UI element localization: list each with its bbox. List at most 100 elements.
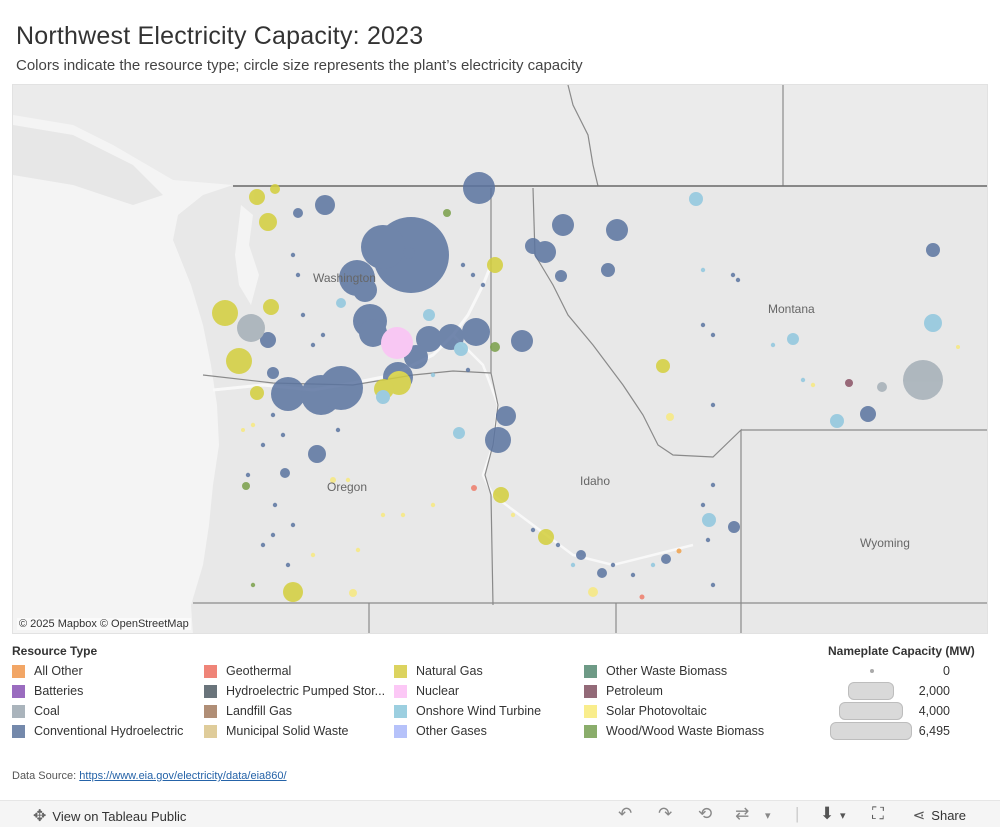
legend-item[interactable]: Municipal Solid Waste [204,723,349,739]
legend-item[interactable]: Conventional Hydroelectric [12,723,183,739]
plant-wind[interactable] [830,414,844,428]
plant-small[interactable] [295,272,301,278]
plant-gas[interactable] [283,582,303,602]
plant-hydro[interactable] [359,319,387,347]
plant-nuclear[interactable] [381,327,413,359]
plant-hydro[interactable] [353,278,377,302]
plant-small[interactable] [300,312,306,318]
plant-small[interactable] [730,272,736,278]
plant-hydro[interactable] [271,377,305,411]
plant-wind[interactable] [924,314,942,332]
plant-solar[interactable] [588,587,598,597]
legend-item[interactable]: Petroleum [584,683,663,699]
plant-small[interactable] [710,332,716,338]
plant-coal[interactable] [903,360,943,400]
plant-hydro[interactable] [552,214,574,236]
plant-small[interactable] [260,542,266,548]
fullscreen-icon[interactable]: ⛶ [872,804,884,823]
map-attribution[interactable]: © 2025 Mapbox © OpenStreetMap [17,618,191,630]
legend-item[interactable]: Hydroelectric Pumped Stor... [204,683,385,699]
plant-coal[interactable] [877,382,887,392]
plant-wind[interactable] [453,427,465,439]
legend-item[interactable]: Nuclear [394,683,459,699]
map-svg[interactable]: Washington Oregon Idaho Montana Wyoming [13,85,988,634]
legend-item[interactable]: Other Waste Biomass [584,663,727,679]
plant-chief-joseph[interactable] [361,225,405,269]
plant-wood[interactable] [443,209,451,217]
plant-wind[interactable] [376,390,390,404]
plant-wind[interactable] [689,192,703,206]
plant-geothermal[interactable] [639,594,645,600]
plant-small[interactable] [630,572,636,578]
plant-small[interactable] [770,342,776,348]
plant-gas[interactable] [212,300,238,326]
plant-hydro[interactable] [280,468,290,478]
plant-small[interactable] [570,562,576,568]
plant-hydro[interactable] [485,427,511,453]
share-button[interactable]: ⋖ Share [913,806,966,824]
plant-small[interactable] [250,582,256,588]
plant-small[interactable] [260,442,266,448]
plant-solar[interactable] [956,345,960,349]
plant-wind[interactable] [454,342,468,356]
plant-small[interactable] [705,537,711,543]
plant-small[interactable] [250,422,256,428]
plant-petroleum[interactable] [845,379,853,387]
refresh-dropdown-icon[interactable]: ▾ [765,810,771,822]
legend-item[interactable]: Onshore Wind Turbine [394,703,541,719]
plant-small[interactable] [245,472,251,478]
plant-small[interactable] [710,402,716,408]
plant-small[interactable] [270,412,276,418]
plant-solar[interactable] [330,477,336,483]
plant-allother[interactable] [676,548,682,554]
plant-small[interactable] [610,562,616,568]
view-on-tableau-button[interactable]: ✥ View on Tableau Public [33,806,186,826]
plant-solar[interactable] [349,589,357,597]
plant-small[interactable] [700,322,706,328]
plant-hydro[interactable] [728,521,740,533]
plant-small[interactable] [700,267,706,273]
plant-small[interactable] [430,372,436,378]
plant-small[interactable] [290,522,296,528]
plant-hydro[interactable] [525,238,541,254]
plant-small[interactable] [710,482,716,488]
plant-small[interactable] [285,562,291,568]
plant-small[interactable] [320,332,326,338]
plant-small[interactable] [465,367,471,373]
plant-wood[interactable] [490,342,500,352]
plant-small[interactable] [310,342,316,348]
plant-small[interactable] [270,532,276,538]
plant-gas[interactable] [259,213,277,231]
plant-gas[interactable] [250,386,264,400]
plant-small[interactable] [380,512,386,518]
plant-gas[interactable] [263,299,279,315]
plant-coal[interactable] [237,314,265,342]
legend-item[interactable]: Other Gases [394,723,487,739]
plant-small[interactable] [335,427,341,433]
plant-hydro[interactable] [601,263,615,277]
plant-small[interactable] [345,477,351,483]
plant-hydro[interactable] [606,219,628,241]
plant-hydro[interactable] [267,367,279,379]
legend-item[interactable]: Natural Gas [394,663,483,679]
plant-small[interactable] [480,282,486,288]
revert-icon[interactable]: ⟲ [698,804,713,823]
plant-markers[interactable] [212,172,960,602]
plant-small[interactable] [355,547,361,553]
plant-gas[interactable] [249,189,265,205]
legend-item[interactable]: All Other [12,663,83,679]
plant-hydro[interactable] [308,445,326,463]
plant-small[interactable] [400,512,406,518]
plant-hydro[interactable] [661,554,671,564]
plant-small[interactable] [470,272,476,278]
legend-item[interactable]: Solar Photovoltaic [584,703,707,719]
plant-hydro[interactable] [403,247,415,259]
plant-small[interactable] [272,502,278,508]
plant-gas[interactable] [487,257,503,273]
plant-hydro[interactable] [416,326,442,352]
plant-gas[interactable] [226,348,252,374]
plant-wood[interactable] [242,482,250,490]
plant-hydro[interactable] [926,243,940,257]
legend-item[interactable]: Wood/Wood Waste Biomass [584,723,764,739]
plant-small[interactable] [800,377,806,383]
